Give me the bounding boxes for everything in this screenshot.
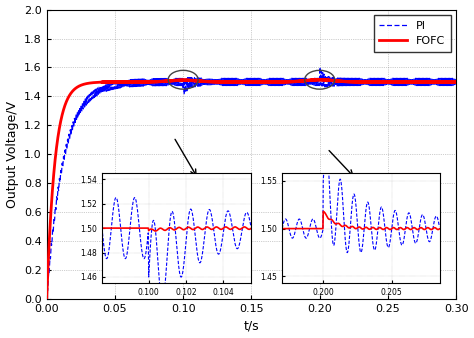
FOFC bbox=[52, 163, 57, 167]
FOFC bbox=[453, 80, 459, 84]
PI bbox=[447, 78, 453, 82]
FOFC bbox=[424, 80, 430, 84]
PI bbox=[52, 217, 57, 221]
Y-axis label: Output Voltage/V: Output Voltage/V bbox=[6, 101, 18, 208]
X-axis label: t/s: t/s bbox=[244, 319, 259, 333]
PI bbox=[44, 297, 50, 301]
FOFC bbox=[44, 297, 50, 301]
PI bbox=[453, 80, 459, 84]
PI bbox=[122, 79, 128, 83]
PI bbox=[277, 82, 283, 87]
Legend: PI, FOFC: PI, FOFC bbox=[374, 15, 451, 52]
FOFC bbox=[122, 80, 128, 84]
PI bbox=[424, 83, 430, 88]
FOFC bbox=[317, 77, 323, 81]
FOFC bbox=[277, 80, 283, 84]
FOFC bbox=[447, 80, 453, 84]
FOFC bbox=[46, 256, 51, 260]
PI bbox=[317, 65, 323, 69]
Line: PI: PI bbox=[47, 67, 456, 299]
Line: FOFC: FOFC bbox=[47, 79, 456, 299]
PI bbox=[46, 272, 51, 276]
